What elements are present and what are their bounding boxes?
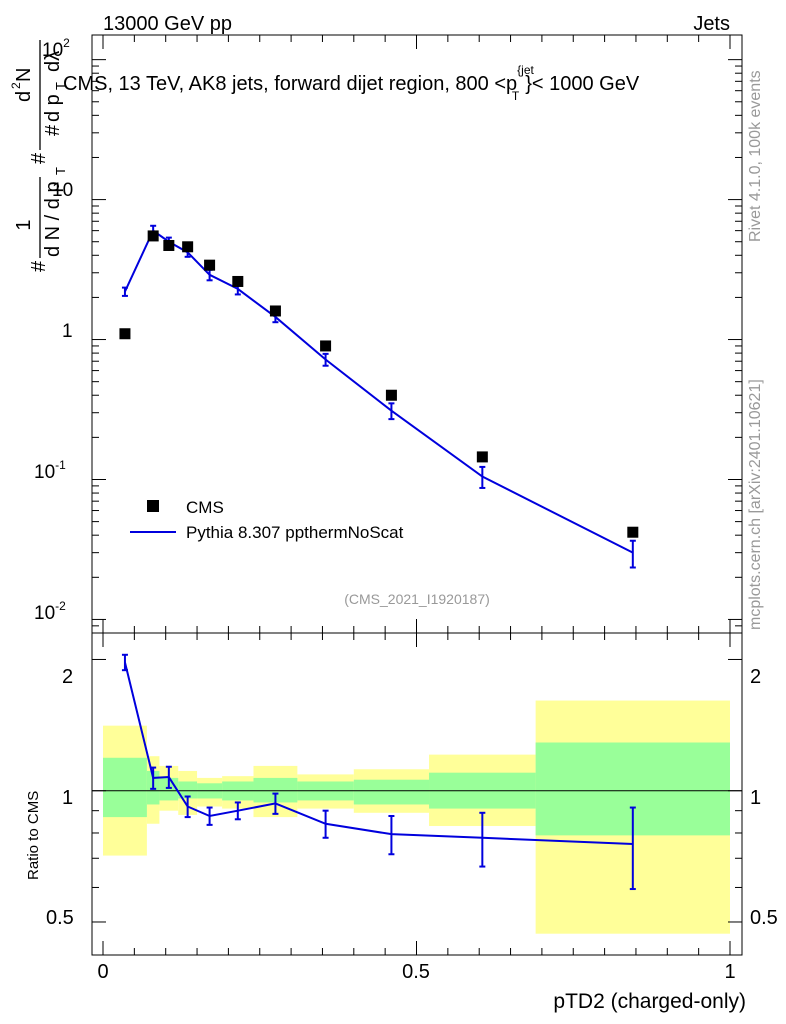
mcplots-label: mcplots.cern.ch [arXiv:2401.10621] [747, 379, 764, 630]
svg-text:#: # [28, 260, 50, 272]
ratio-tick-label-1-right: 1 [750, 787, 761, 809]
ratio-band-stat [178, 781, 198, 799]
rivet-label: Rivet 4.1.0, 100k events [747, 70, 764, 242]
legend: CMS Pythia 8.307 ppthermNoScat [130, 498, 404, 542]
main-plot-area [119, 224, 639, 569]
svg-text:1: 1 [13, 219, 35, 230]
cms-data-point [204, 259, 216, 271]
cms-data-point [320, 340, 332, 352]
ratio-tick-label-0.5-left: 0.5 [46, 907, 74, 929]
svg-text:T: T [53, 82, 68, 90]
x-tick-label-0: 0 [97, 961, 108, 983]
cms-data-point [182, 241, 194, 253]
ratio-tick-label-0.5-right: 0.5 [750, 907, 778, 929]
analysis-label: (CMS_2021_I1920187) [344, 591, 490, 607]
ratio-tick-label-2-left: 2 [62, 666, 73, 688]
x-axis-label: pTD2 (charged-only) [553, 990, 746, 1013]
main-frame [91, 34, 743, 634]
process-label: 13000 GeV pp [103, 13, 232, 35]
legend-cms-label: CMS [186, 498, 224, 517]
x-tick-label-1: 1 [724, 961, 735, 983]
legend-cms-marker [147, 500, 159, 512]
x-tick-label-0.5: 0.5 [402, 961, 430, 983]
ratio-y-axis-label: Ratio to CMS [25, 791, 42, 880]
ratio-tick-label-2-right: 2 [750, 666, 761, 688]
plot-title: CMS, 13 TeV, AK8 jets, forward dijet reg… [63, 63, 640, 103]
x-ticks [102, 35, 731, 955]
svg-text:d: d [13, 91, 35, 102]
cms-data-point [269, 305, 281, 317]
cms-data-point [147, 230, 159, 242]
svg-text:#: # [42, 124, 64, 136]
ratio-plot-area [121, 653, 636, 891]
cms-data-point [627, 526, 639, 538]
cms-data-point [163, 239, 175, 251]
ratio-tick-label-1-left: 1 [62, 787, 73, 809]
ratio-band-stat [353, 779, 430, 805]
cms-data-point [476, 451, 488, 463]
y-tick-label-1: 1 [62, 321, 73, 342]
ratio-bands [103, 700, 730, 934]
svg-text:d p: d p [42, 94, 64, 122]
ratio-y-ticks [92, 658, 742, 923]
svg-text:#: # [28, 152, 50, 164]
legend-pythia-label: Pythia 8.307 ppthermNoScat [186, 523, 404, 542]
y-tick-label-0.01: 10-2 [34, 599, 66, 624]
y-tick-label-100: 102 [42, 36, 70, 61]
main-y-ticks [92, 59, 742, 634]
cms-data-point [119, 328, 131, 340]
cms-data-point [232, 275, 244, 287]
svg-text:dλ: dλ [42, 51, 64, 72]
cms-data-point [385, 389, 397, 401]
y-tick-label-0.1: 10-1 [34, 458, 66, 483]
main-y-tick-labels: 102 10 1 10-1 10-2 [34, 36, 73, 624]
y-axis-label: # 1 d N / d p T # d 2 N # d p T dλ [9, 40, 68, 272]
observable-label: Jets [693, 13, 730, 35]
ratio-band-stat [103, 757, 147, 818]
svg-text:T: T [53, 167, 68, 175]
svg-text:N: N [13, 68, 35, 82]
y-tick-label-10: 10 [52, 180, 73, 201]
svg-text:2: 2 [9, 82, 23, 89]
svg-text:d N / d p: d N / d p [42, 181, 64, 257]
